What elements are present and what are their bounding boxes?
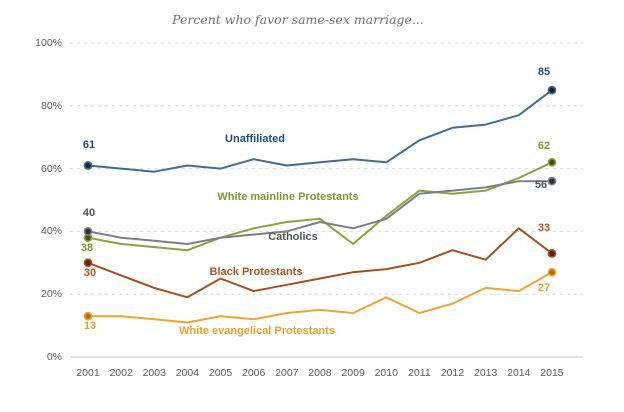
y-tick-20: 20% bbox=[40, 288, 62, 301]
value-label-white-mainline-protestants-last: 62 bbox=[537, 140, 551, 153]
x-tick-2004: 2004 bbox=[175, 367, 200, 379]
dot-black-protestants-first bbox=[83, 258, 93, 268]
dot-black-protestants-last bbox=[547, 248, 557, 258]
value-label-unaffiliated-first: 61 bbox=[82, 139, 96, 152]
x-tick-2006: 2006 bbox=[242, 367, 266, 379]
y-tick-0: 0% bbox=[46, 351, 62, 363]
series-label-black-protestants: Black Protestants bbox=[209, 266, 303, 278]
line-unaffiliated bbox=[87, 89, 553, 173]
dot-white-evangelical-protestants-first bbox=[83, 311, 93, 321]
series-label-unaffiliated: Unaffiliated bbox=[225, 133, 285, 145]
x-tick-2012: 2012 bbox=[440, 367, 465, 379]
dot-white-evangelical-protestants-last bbox=[547, 267, 557, 277]
dot-catholics-first bbox=[83, 226, 93, 236]
series-label-catholics: Catholics bbox=[268, 231, 318, 243]
x-tick-2009: 2009 bbox=[341, 367, 365, 379]
x-tick-2015: 2015 bbox=[540, 367, 564, 379]
value-label-white-evangelical-protestants-last: 27 bbox=[537, 282, 551, 295]
x-tick-2005: 2005 bbox=[208, 367, 233, 379]
value-label-unaffiliated-last: 85 bbox=[537, 66, 551, 79]
dot-unaffiliated-first bbox=[83, 161, 93, 170]
dot-unaffiliated-last bbox=[547, 85, 557, 95]
line-white-mainline-protestants bbox=[87, 161, 553, 252]
y-tick-40: 40% bbox=[40, 225, 62, 238]
x-tick-2008: 2008 bbox=[308, 367, 332, 379]
line-black-protestants bbox=[87, 227, 553, 299]
x-tick-2003: 2003 bbox=[142, 367, 166, 379]
value-label-catholics-first: 40 bbox=[82, 207, 96, 220]
value-label-black-protestants-last: 33 bbox=[537, 222, 551, 235]
series-label-white-evangelical-protestants: White evangelical Protestants bbox=[179, 325, 335, 337]
series-label-white-mainline-protestants: White mainline Protestants bbox=[217, 191, 359, 203]
value-label-black-protestants-first: 30 bbox=[83, 266, 97, 279]
line-white-evangelical-protestants bbox=[87, 271, 553, 324]
dot-catholics-last bbox=[547, 176, 557, 186]
value-label-white-mainline-protestants-first: 38 bbox=[80, 241, 94, 254]
x-tick-2001: 2001 bbox=[76, 367, 100, 379]
x-tick-2014: 2014 bbox=[507, 367, 531, 379]
y-tick-60: 60% bbox=[40, 162, 62, 175]
x-tick-2007: 2007 bbox=[275, 367, 299, 379]
x-tick-2002: 2002 bbox=[109, 367, 133, 379]
dot-white-mainline-protestants-last bbox=[547, 157, 557, 167]
y-tick-100: 100% bbox=[35, 37, 62, 49]
x-tick-2010: 2010 bbox=[374, 367, 398, 379]
x-tick-2011: 2011 bbox=[408, 367, 431, 379]
line-catholics bbox=[87, 180, 553, 245]
y-tick-80: 80% bbox=[40, 99, 62, 112]
x-tick-2013: 2013 bbox=[473, 367, 498, 379]
value-label-catholics-last: 56 bbox=[534, 179, 548, 192]
value-label-white-evangelical-protestants-first: 13 bbox=[83, 320, 97, 333]
chart-title: Percent who favor same-sex marriage... bbox=[172, 12, 424, 27]
